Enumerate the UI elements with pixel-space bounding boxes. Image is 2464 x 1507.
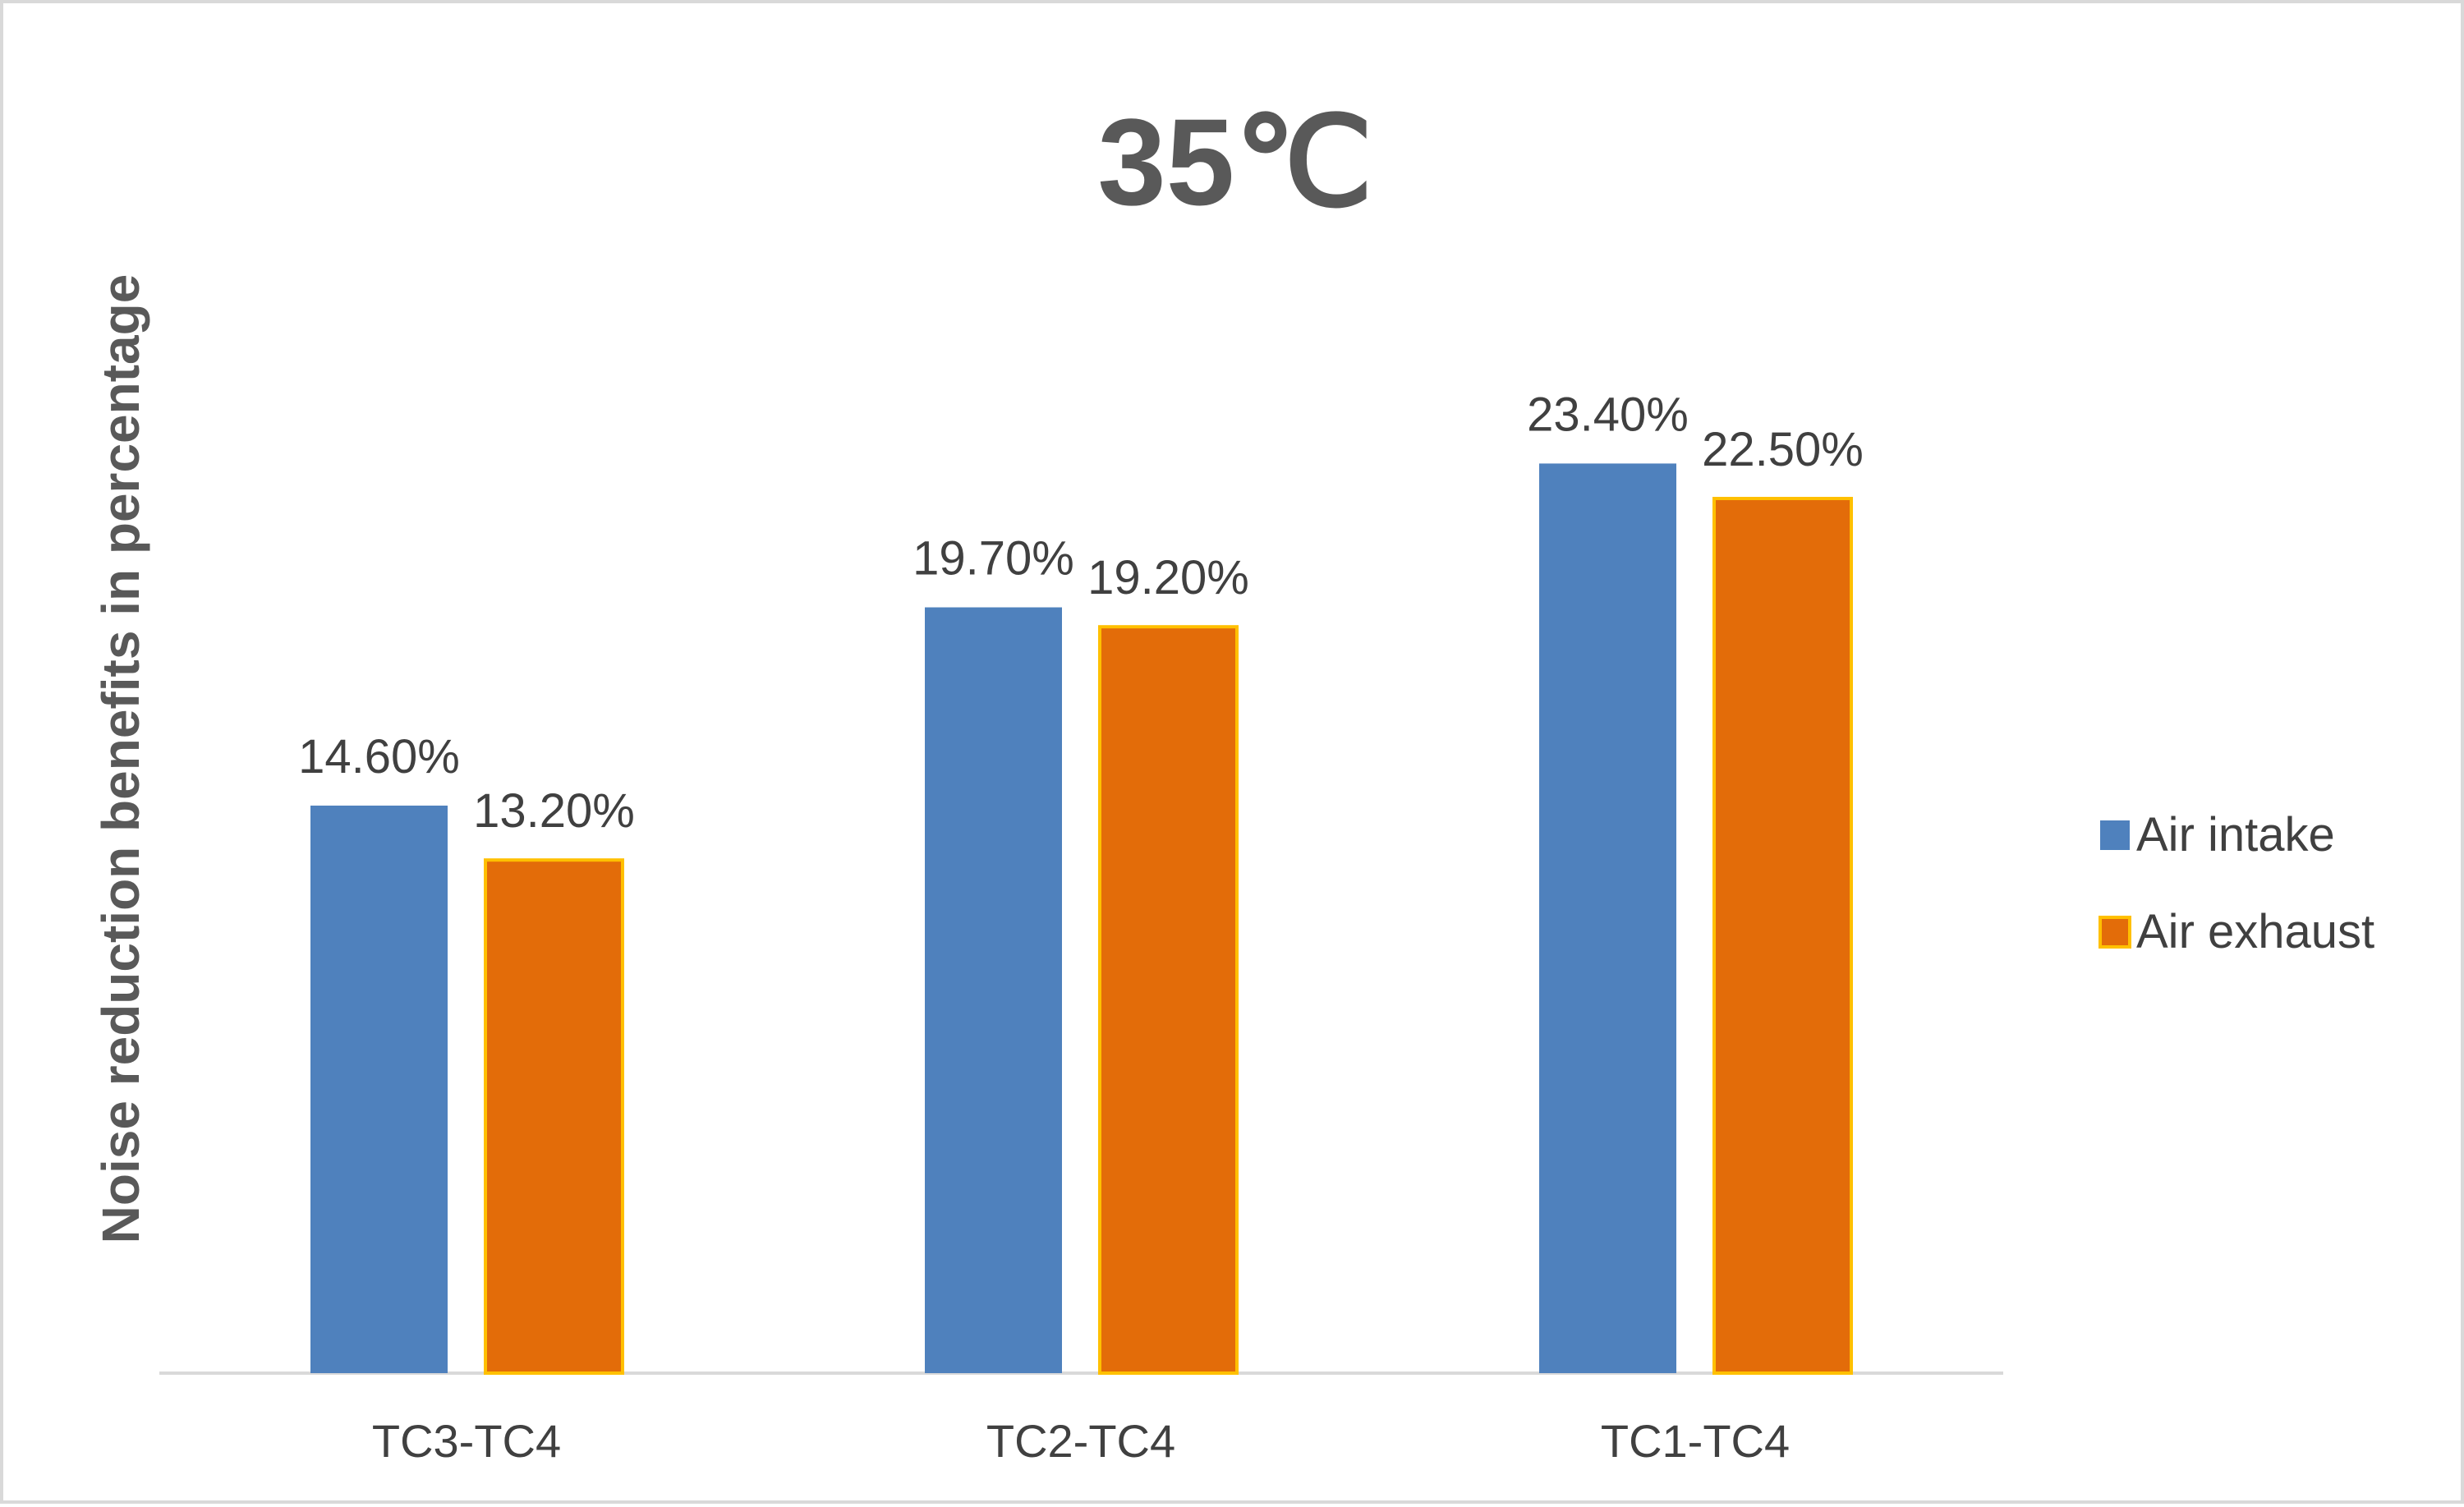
x-tick-labels: TC3-TC4 TC2-TC4 TC1-TC4 [372, 1415, 1790, 1467]
legend: Air intake Air exhaust [2099, 808, 2374, 958]
data-label-air-exhaust-tc3-tc4: 13.20% [473, 784, 635, 838]
bar-air-exhaust-tc3-tc4 [484, 858, 624, 1375]
bars-layer [310, 463, 1853, 1375]
y-axis-label: Noise reduction benefits in percentage [91, 274, 150, 1244]
data-label-air-intake-tc3-tc4: 14.60% [298, 730, 460, 783]
bar-chart: 35℃ Noise reduction benefits in percenta… [91, 93, 2374, 1467]
bar-air-intake-tc1-tc4 [1539, 463, 1676, 1373]
bar-air-intake-tc3-tc4 [310, 805, 448, 1373]
data-label-air-exhaust-tc2-tc4: 19.20% [1087, 551, 1249, 604]
data-label-air-intake-tc1-tc4: 23.40% [1527, 388, 1689, 441]
x-tick-label-tc2-tc4: TC2-TC4 [986, 1415, 1175, 1467]
data-labels-layer: 14.60%13.20% 19.70% 19.20% 23.40%22.50% [298, 388, 1864, 838]
x-tick-label-tc3-tc4: TC3-TC4 [372, 1415, 561, 1467]
bar-air-exhaust-tc1-tc4 [1712, 497, 1853, 1375]
legend-swatch-air-intake [2100, 820, 2130, 850]
legend-label-air-intake: Air intake [2136, 808, 2335, 861]
bar-air-intake-tc2-tc4 [925, 607, 1062, 1373]
data-label-air-exhaust-tc1-tc4: 22.50% [1702, 423, 1864, 476]
chart-title: 35℃ [1097, 93, 1372, 231]
x-tick-label-tc1-tc4: TC1-TC4 [1601, 1415, 1790, 1467]
bar-air-exhaust-tc2-tc4 [1098, 625, 1239, 1375]
legend-label-air-exhaust: Air exhaust [2136, 905, 2374, 958]
data-label-air-intake-tc2-tc4: 19.70% [913, 532, 1074, 586]
legend-swatch-air-exhaust [2099, 916, 2131, 949]
